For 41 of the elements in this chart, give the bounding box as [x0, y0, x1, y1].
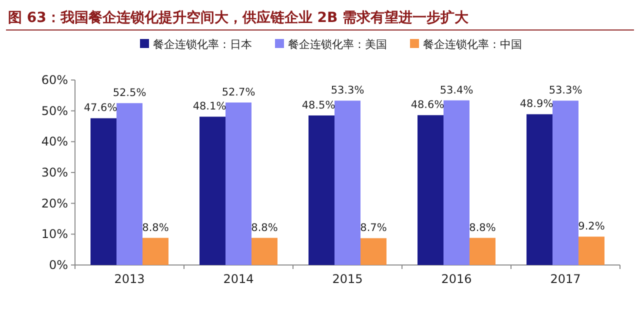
data-label: 8.7% [360, 222, 387, 234]
bar [552, 100, 578, 265]
legend-label: 餐企连锁化率：日本 [153, 38, 252, 51]
bar [444, 100, 470, 265]
bar [578, 236, 604, 265]
chart-title: 图 63：我国餐企连锁化提升空间大，供应链企业 2B 需求有望进一步扩大 [8, 9, 470, 26]
y-tick-label: 60% [41, 73, 68, 87]
data-label: 9.2% [578, 220, 605, 233]
data-label: 53.4% [440, 84, 474, 96]
data-label: 53.3% [548, 84, 582, 97]
legend-label: 餐企连锁化率：中国 [423, 38, 522, 51]
bar [308, 115, 334, 265]
data-label: 52.7% [222, 86, 256, 99]
bar [334, 100, 360, 265]
y-tick-label: 40% [41, 134, 68, 149]
bar [418, 115, 444, 265]
bar [226, 102, 252, 265]
legend-label: 餐企连锁化率：美国 [288, 38, 387, 51]
bar [142, 238, 168, 265]
x-tick-label: 2014 [223, 272, 254, 286]
bar [526, 114, 552, 265]
x-tick-label: 2016 [441, 272, 472, 286]
data-label: 8.8% [142, 222, 169, 234]
data-label: 52.5% [112, 87, 146, 100]
bar [470, 238, 496, 265]
x-tick-label: 2017 [550, 272, 581, 286]
data-label: 8.8% [469, 222, 496, 234]
y-tick-label: 30% [41, 166, 68, 180]
bar [116, 103, 142, 265]
y-tick-label: 20% [41, 196, 68, 210]
bar [200, 116, 226, 265]
data-label: 8.8% [251, 222, 278, 234]
bar [90, 118, 116, 265]
y-tick-label: 10% [41, 227, 68, 242]
y-tick-label: 50% [41, 104, 68, 118]
x-tick-label: 2015 [332, 272, 363, 286]
data-label: 53.3% [330, 84, 364, 97]
x-tick-label: 2013 [114, 272, 145, 286]
bar [252, 238, 278, 265]
y-tick-label: 0% [48, 258, 68, 272]
bar [360, 238, 386, 265]
